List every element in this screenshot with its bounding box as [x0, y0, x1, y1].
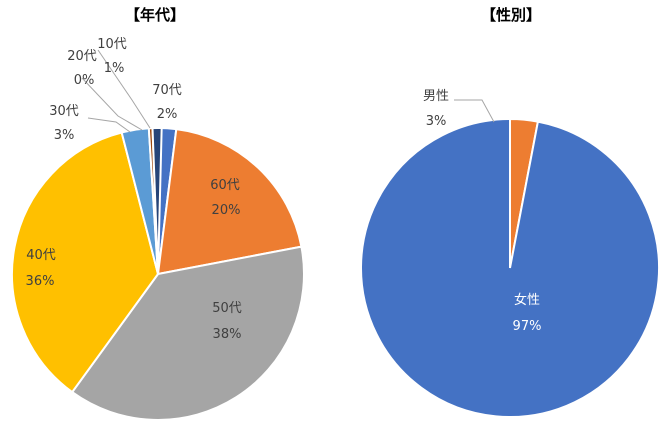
gender-pct-male: 3%	[426, 114, 447, 129]
gender-pct-female: 97%	[513, 319, 542, 334]
gender-slices	[360, 117, 660, 418]
age-slice-10代	[151, 127, 163, 275]
gender-slice-女性	[360, 117, 660, 418]
gender-label-male: 男性	[423, 89, 449, 104]
age-slice-60代	[156, 128, 303, 276]
age-pct-20s: 0%	[74, 73, 95, 88]
age-slice-50代	[70, 245, 305, 421]
age-pct-70s: 2%	[157, 107, 178, 122]
age-slices	[11, 126, 305, 421]
leader-30s	[87, 117, 131, 133]
age-pct-10s: 1%	[104, 61, 125, 76]
age-label-10s: 10代	[97, 37, 127, 52]
age-label-20s: 20代	[67, 49, 97, 64]
age-pct-40s: 36%	[26, 274, 55, 289]
leader-10s	[97, 49, 151, 129]
age-label-60s: 60代	[210, 178, 240, 193]
age-pct-30s: 3%	[54, 128, 75, 143]
age-label-70s: 70代	[152, 83, 182, 98]
age-pct-50s: 38%	[213, 327, 242, 342]
age-pie-chart: 【年代】 10代 1% 20代 0% 30代 3% 70代 2% 60代 20%…	[11, 6, 305, 421]
gender-label-female: 女性	[514, 292, 540, 308]
age-chart-title: 【年代】	[125, 6, 185, 24]
age-label-50s: 50代	[212, 301, 242, 316]
age-pct-60s: 20%	[212, 203, 241, 218]
age-label-40s: 40代	[26, 248, 56, 263]
leader-male	[454, 99, 495, 123]
age-label-30s: 30代	[49, 104, 79, 119]
gender-chart-title: 【性別】	[481, 6, 541, 24]
age-slice-40代	[11, 131, 160, 394]
leader-20s	[81, 77, 143, 131]
gender-pie-chart: 【性別】 男性 3% 女性 97%	[360, 6, 660, 418]
